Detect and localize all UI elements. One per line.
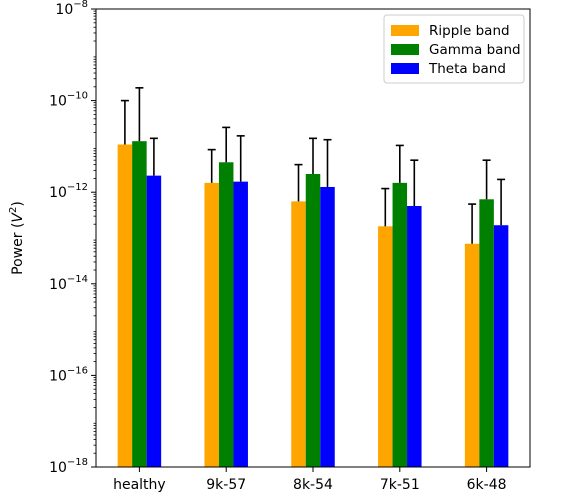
legend-label: Theta band — [428, 61, 506, 77]
y-axis-label-text: Power ( — [10, 223, 26, 275]
legend: Ripple band Gamma band Theta band — [383, 14, 525, 84]
bar — [392, 182, 408, 467]
bar — [146, 175, 162, 467]
bar — [204, 182, 219, 467]
bar — [493, 225, 509, 467]
legend-swatch — [391, 25, 419, 36]
x-tick-label: healthy — [113, 477, 166, 493]
bar — [218, 162, 234, 467]
x-tick-label: 6k-48 — [467, 477, 507, 493]
legend-label: Gamma band — [429, 42, 521, 58]
y-tick-label: 10−8 — [55, 0, 88, 18]
y-axis-label-var: V — [10, 212, 26, 223]
bar — [479, 199, 494, 468]
bar — [117, 144, 133, 467]
y-axis-label-close: ) — [10, 201, 26, 206]
y-tick-label: 10−10 — [49, 91, 88, 110]
y-axis-label: Power (V2) — [8, 201, 26, 275]
bar — [291, 201, 306, 467]
y-axis-label-sup: 2 — [8, 207, 19, 213]
x-tick-label: 7k-51 — [380, 477, 420, 493]
y-tick-label: 10−16 — [49, 365, 88, 384]
legend-swatch — [391, 44, 419, 55]
y-tick-label: 10−18 — [49, 457, 88, 476]
bar — [378, 226, 393, 467]
legend-swatch — [391, 63, 419, 74]
bar — [305, 173, 321, 467]
bar — [320, 186, 335, 468]
bar — [233, 181, 248, 467]
y-tick-label: 10−12 — [49, 182, 88, 201]
x-tick-label: 8k-54 — [293, 477, 333, 493]
bar — [407, 205, 422, 467]
bar — [464, 243, 480, 467]
y-tick-label: 10−14 — [49, 274, 88, 293]
bar — [132, 141, 147, 467]
x-tick-label: 9k-57 — [206, 477, 246, 493]
legend-label: Ripple band — [429, 23, 510, 39]
